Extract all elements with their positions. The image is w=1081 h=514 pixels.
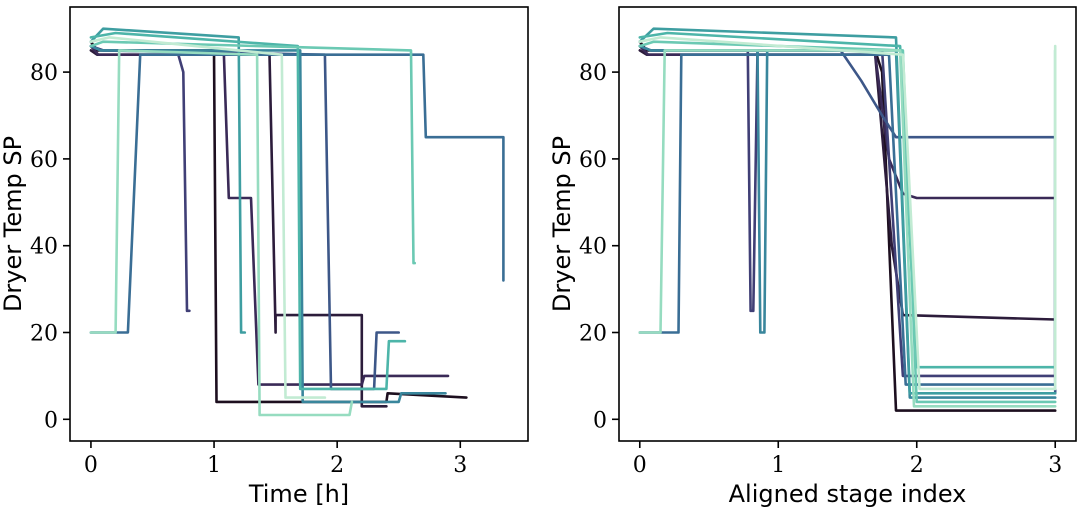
series-line-9 xyxy=(89,31,407,391)
series-line-10 xyxy=(89,40,416,265)
x-axis-label: Aligned stage index xyxy=(729,480,967,508)
x-tick-label: 0 xyxy=(84,453,98,478)
series-line-12 xyxy=(638,36,1057,391)
series-line-8 xyxy=(89,27,247,334)
x-tick-label: 1 xyxy=(207,453,221,478)
series-line-8 xyxy=(638,27,1057,395)
y-tick-label: 40 xyxy=(579,235,607,260)
plot-frame xyxy=(618,6,1077,442)
series-line-3 xyxy=(638,44,1057,378)
series-line-4 xyxy=(638,44,1057,378)
x-axis-label: Time [h] xyxy=(248,480,349,508)
y-axis-label: Dryer Temp SP xyxy=(548,136,576,312)
x-tick-label: 3 xyxy=(453,453,467,478)
y-tick-label: 0 xyxy=(44,408,58,433)
series-line-6 xyxy=(638,53,1057,386)
series-line-1 xyxy=(89,40,468,404)
y-tick-label: 40 xyxy=(30,235,58,260)
y-tick-label: 80 xyxy=(30,61,58,86)
plot-frame xyxy=(69,6,529,442)
y-axis-label: Dryer Temp SP xyxy=(0,136,27,312)
series-line-7 xyxy=(638,44,1057,399)
series-group xyxy=(89,27,505,417)
series-line-10 xyxy=(638,40,1057,404)
y-tick-label: 20 xyxy=(30,322,58,347)
series-line-1 xyxy=(638,40,1057,412)
series-line-2 xyxy=(638,49,1057,321)
x-tick-label: 0 xyxy=(633,453,647,478)
x-tick-label: 2 xyxy=(910,453,924,478)
y-tick-label: 0 xyxy=(593,408,607,433)
series-line-11 xyxy=(89,49,354,417)
x-tick-label: 3 xyxy=(1048,453,1062,478)
y-tick-label: 20 xyxy=(579,322,607,347)
series-line-12 xyxy=(89,36,327,399)
y-tick-label: 80 xyxy=(579,61,607,86)
y-tick-label: 60 xyxy=(579,148,607,173)
series-line-7 xyxy=(89,44,447,404)
series-line-11 xyxy=(638,49,1057,408)
y-tick-label: 60 xyxy=(30,148,58,173)
left-panel: 0 1 2 3 0 20 40 60 80 Time [h] Dryer Temp SP xyxy=(0,6,529,508)
series-line-6 xyxy=(89,53,505,334)
series-line-4 xyxy=(89,44,191,313)
series-line-5 xyxy=(638,44,1057,395)
x-tick-label: 1 xyxy=(771,453,785,478)
x-tick-label: 2 xyxy=(330,453,344,478)
series-group xyxy=(638,27,1057,412)
right-panel: 0 1 2 3 0 20 40 60 80 Aligned stage index Dryer Te… xyxy=(548,6,1077,508)
